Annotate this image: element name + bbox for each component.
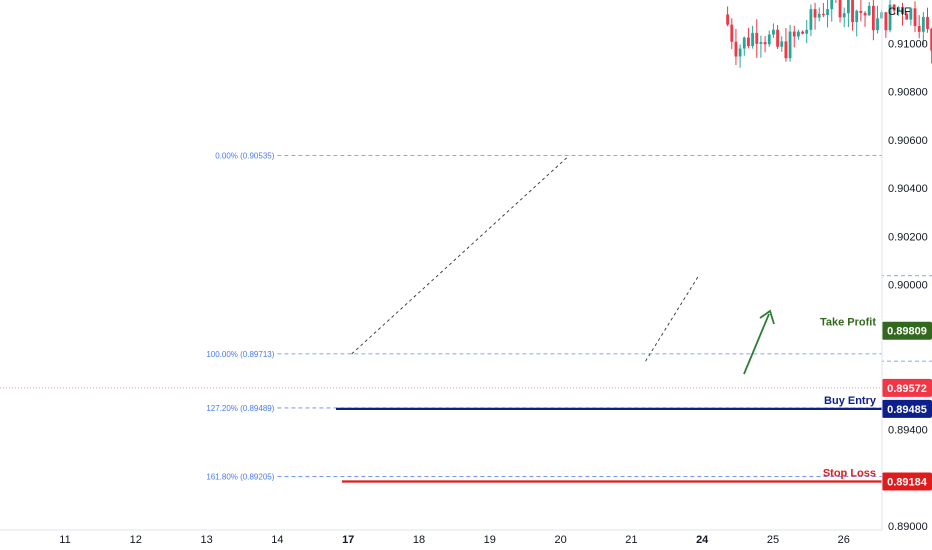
- stop-loss-price-tag: [882, 472, 932, 491]
- candle-body: [892, 4, 896, 11]
- stop-loss-label: Stop Loss: [823, 467, 876, 479]
- candle-body: [742, 37, 746, 49]
- y-tick-label: 0.90200: [888, 231, 928, 243]
- candle-body: [901, 7, 904, 15]
- candle-body: [821, 13, 825, 16]
- y-tick-label: 0.90400: [888, 183, 928, 195]
- candle-body: [851, 0, 854, 23]
- fib-anchor-line: [645, 275, 700, 362]
- buy-entry-price-tag: [882, 399, 932, 418]
- candle-body: [896, 7, 900, 11]
- fib-anchor-line: [351, 155, 570, 355]
- candle-body: [726, 14, 730, 25]
- up-arrow-icon: [743, 313, 770, 375]
- candle-body: [871, 5, 875, 31]
- candle-body: [876, 18, 879, 31]
- x-tick-label: 12: [130, 534, 142, 546]
- currency-label: CHF: [888, 6, 911, 18]
- fib-label: 161.80% (0.89205): [206, 472, 274, 481]
- candle-body: [780, 41, 784, 47]
- candle-body: [734, 41, 738, 57]
- candle-body: [759, 42, 763, 44]
- current-price-tag: [882, 378, 932, 397]
- candle-body: [863, 12, 867, 16]
- x-tick-label: 26: [838, 534, 850, 546]
- candle-body: [846, 0, 850, 14]
- candle-body: [921, 16, 925, 32]
- take-profit-label: Take Profit: [820, 317, 876, 329]
- y-tick-label: 0.89000: [888, 521, 928, 533]
- candle-body: [730, 24, 734, 42]
- y-tick-label: 0.90600: [888, 135, 928, 147]
- x-tick-label: 11: [59, 534, 70, 546]
- candle-body: [867, 5, 871, 16]
- candle-body: [788, 31, 792, 59]
- x-tick-label: 20: [554, 534, 566, 546]
- fib-label: 0.00% (0.90535): [215, 152, 274, 161]
- y-tick-label: 0.90800: [888, 87, 928, 99]
- candle-body: [813, 9, 817, 18]
- candles: [726, 0, 932, 68]
- candle-body: [809, 9, 813, 30]
- x-tick-label: 18: [413, 534, 425, 546]
- buy-entry-price-text: 0.89485: [887, 404, 927, 416]
- buy-entry-label: Buy Entry: [824, 395, 877, 407]
- candle-body: [913, 8, 917, 27]
- candle-body: [747, 37, 750, 47]
- stop-loss-price-text: 0.89184: [887, 476, 928, 488]
- candle-body: [888, 4, 892, 31]
- candle-body: [817, 13, 821, 18]
- candle-body: [917, 26, 921, 32]
- take-profit-price-tag: [882, 321, 932, 340]
- x-tick-label: 13: [200, 534, 212, 546]
- y-tick-label: 0.91000: [888, 38, 928, 50]
- x-tick-label: 19: [484, 534, 496, 546]
- x-tick-label: 24: [696, 534, 709, 546]
- candle-body: [792, 31, 796, 37]
- candle-body: [838, 0, 842, 18]
- x-tick-label: 17: [342, 534, 354, 546]
- candle-body: [826, 9, 829, 16]
- candle-body: [767, 34, 771, 45]
- candle-body: [755, 32, 759, 44]
- candle-body: [797, 31, 800, 37]
- current-price-text: 0.89572: [887, 383, 927, 395]
- candle-body: [830, 0, 834, 10]
- trade-levels: Take Profit 0.89809 Buy Entry 0.89485 Stop L…: [0, 309, 932, 491]
- fib-label: 100.00% (0.89713): [206, 350, 274, 359]
- x-tick-label: 14: [271, 534, 283, 546]
- candle-body: [884, 12, 888, 31]
- candle-body: [930, 28, 932, 51]
- candle-body: [751, 32, 754, 47]
- y-tick-label: 0.90000: [888, 280, 928, 292]
- candle-body: [842, 13, 846, 18]
- candle-body: [855, 10, 859, 23]
- candle-body: [772, 29, 775, 35]
- candle-body: [776, 29, 779, 47]
- candle-body: [784, 41, 788, 59]
- candle-body: [738, 48, 742, 57]
- candle-body: [905, 14, 909, 20]
- candle-body: [763, 42, 767, 45]
- candle-body: [801, 31, 804, 34]
- candle-body: [909, 8, 913, 20]
- y-tick-label: 0.89400: [888, 424, 928, 436]
- candle-body: [926, 16, 929, 29]
- candle-body: [805, 29, 809, 34]
- up-arrow-head-icon: [759, 309, 775, 325]
- fib-label: 127.20% (0.89489): [206, 404, 274, 413]
- x-tick-label: 25: [767, 534, 779, 546]
- take-profit-price-text: 0.89809: [887, 326, 927, 338]
- candle-body: [859, 10, 863, 13]
- x-tick-label: 21: [625, 534, 637, 546]
